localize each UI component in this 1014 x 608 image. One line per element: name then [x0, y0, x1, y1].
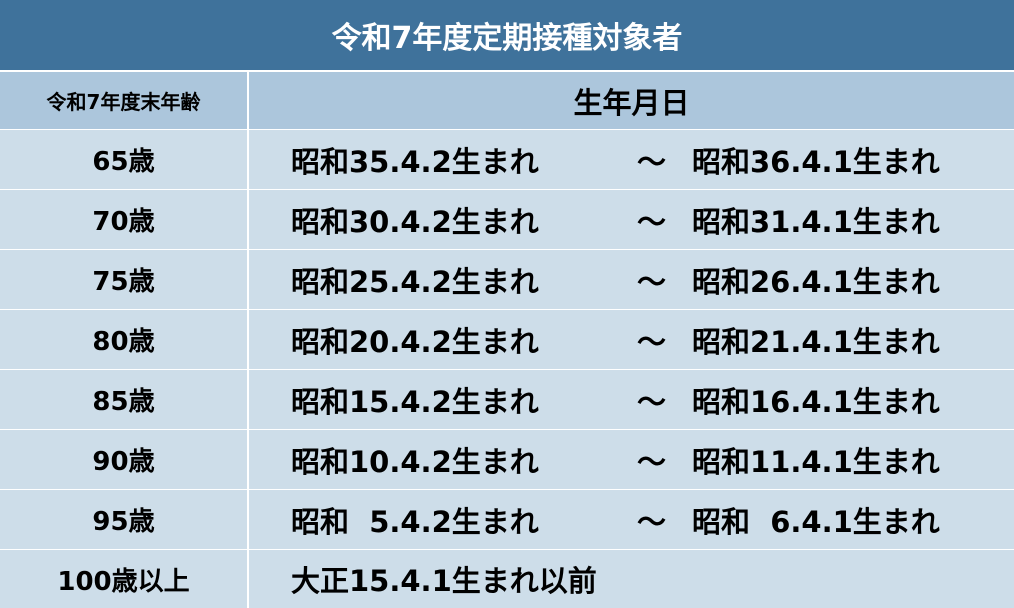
birth-from: 昭和10.4.2生まれ [291, 444, 539, 479]
table-row: 95歳 昭和 5.4.2生まれ ～ 昭和 6.4.1生まれ [0, 490, 1014, 550]
range-separator: ～ [637, 264, 667, 299]
range-separator: ～ [637, 204, 667, 239]
table-row: 70歳 昭和30.4.2生まれ ～ 昭和31.4.1生まれ [0, 190, 1014, 250]
birth-to: 昭和16.4.1生まれ [692, 384, 940, 419]
birth-from: 昭和 5.4.2生まれ [291, 504, 539, 539]
birth-to: 昭和26.4.1生まれ [692, 264, 940, 299]
table-row: 100歳以上 大正15.4.1生まれ以前 [0, 550, 1014, 608]
range-separator: ～ [637, 384, 667, 419]
table-row: 85歳 昭和15.4.2生まれ ～ 昭和16.4.1生まれ [0, 370, 1014, 430]
age-cell: 65歳 [0, 130, 249, 189]
age-cell: 90歳 [0, 430, 249, 489]
age-cell: 80歳 [0, 310, 249, 369]
birth-to: 昭和21.4.1生まれ [692, 324, 940, 359]
birth-cell: 昭和30.4.2生まれ ～ 昭和31.4.1生まれ [249, 190, 1014, 249]
birth-from: 昭和35.4.2生まれ [291, 144, 539, 179]
age-cell: 85歳 [0, 370, 249, 429]
header-birth: 生年月日 [573, 85, 690, 120]
birth-to: 昭和36.4.1生まれ [692, 144, 940, 179]
birth-from: 昭和25.4.2生まれ [291, 264, 539, 299]
birth-from: 昭和20.4.2生まれ [291, 324, 539, 359]
birth-to: 昭和31.4.1生まれ [692, 204, 940, 239]
range-separator: ～ [637, 504, 667, 539]
birth-cell: 昭和25.4.2生まれ ～ 昭和26.4.1生まれ [249, 250, 1014, 309]
header-row: 令和7年度末年齢 生年月日 [0, 72, 1014, 130]
birth-to: 昭和 6.4.1生まれ [692, 504, 940, 539]
table-row: 90歳 昭和10.4.2生まれ ～ 昭和11.4.1生まれ [0, 430, 1014, 490]
birth-cell: 昭和15.4.2生まれ ～ 昭和16.4.1生まれ [249, 370, 1014, 429]
table-row: 75歳 昭和25.4.2生まれ ～ 昭和26.4.1生まれ [0, 250, 1014, 310]
birth-cell: 昭和20.4.2生まれ ～ 昭和21.4.1生まれ [249, 310, 1014, 369]
birth-from: 昭和30.4.2生まれ [291, 204, 539, 239]
age-cell: 95歳 [0, 490, 249, 549]
birth-cell: 大正15.4.1生まれ以前 [249, 550, 1014, 608]
age-cell: 70歳 [0, 190, 249, 249]
birth-from: 大正15.4.1生まれ以前 [291, 564, 597, 598]
range-separator: ～ [637, 324, 667, 359]
table-title: 令和7年度定期接種対象者 [0, 0, 1014, 72]
birth-cell: 昭和10.4.2生まれ ～ 昭和11.4.1生まれ [249, 430, 1014, 489]
birth-to: 昭和11.4.1生まれ [692, 444, 940, 479]
table-row: 65歳 昭和35.4.2生まれ ～ 昭和36.4.1生まれ [0, 130, 1014, 190]
birth-cell: 昭和 5.4.2生まれ ～ 昭和 6.4.1生まれ [249, 490, 1014, 549]
birth-from: 昭和15.4.2生まれ [291, 384, 539, 419]
age-cell: 75歳 [0, 250, 249, 309]
range-separator: ～ [637, 444, 667, 479]
range-separator: ～ [637, 144, 667, 179]
table-row: 80歳 昭和20.4.2生まれ ～ 昭和21.4.1生まれ [0, 310, 1014, 370]
age-cell: 100歳以上 [0, 550, 249, 608]
header-age: 令和7年度末年齢 [0, 72, 249, 129]
birth-cell: 昭和35.4.2生まれ ～ 昭和36.4.1生まれ [249, 130, 1014, 189]
